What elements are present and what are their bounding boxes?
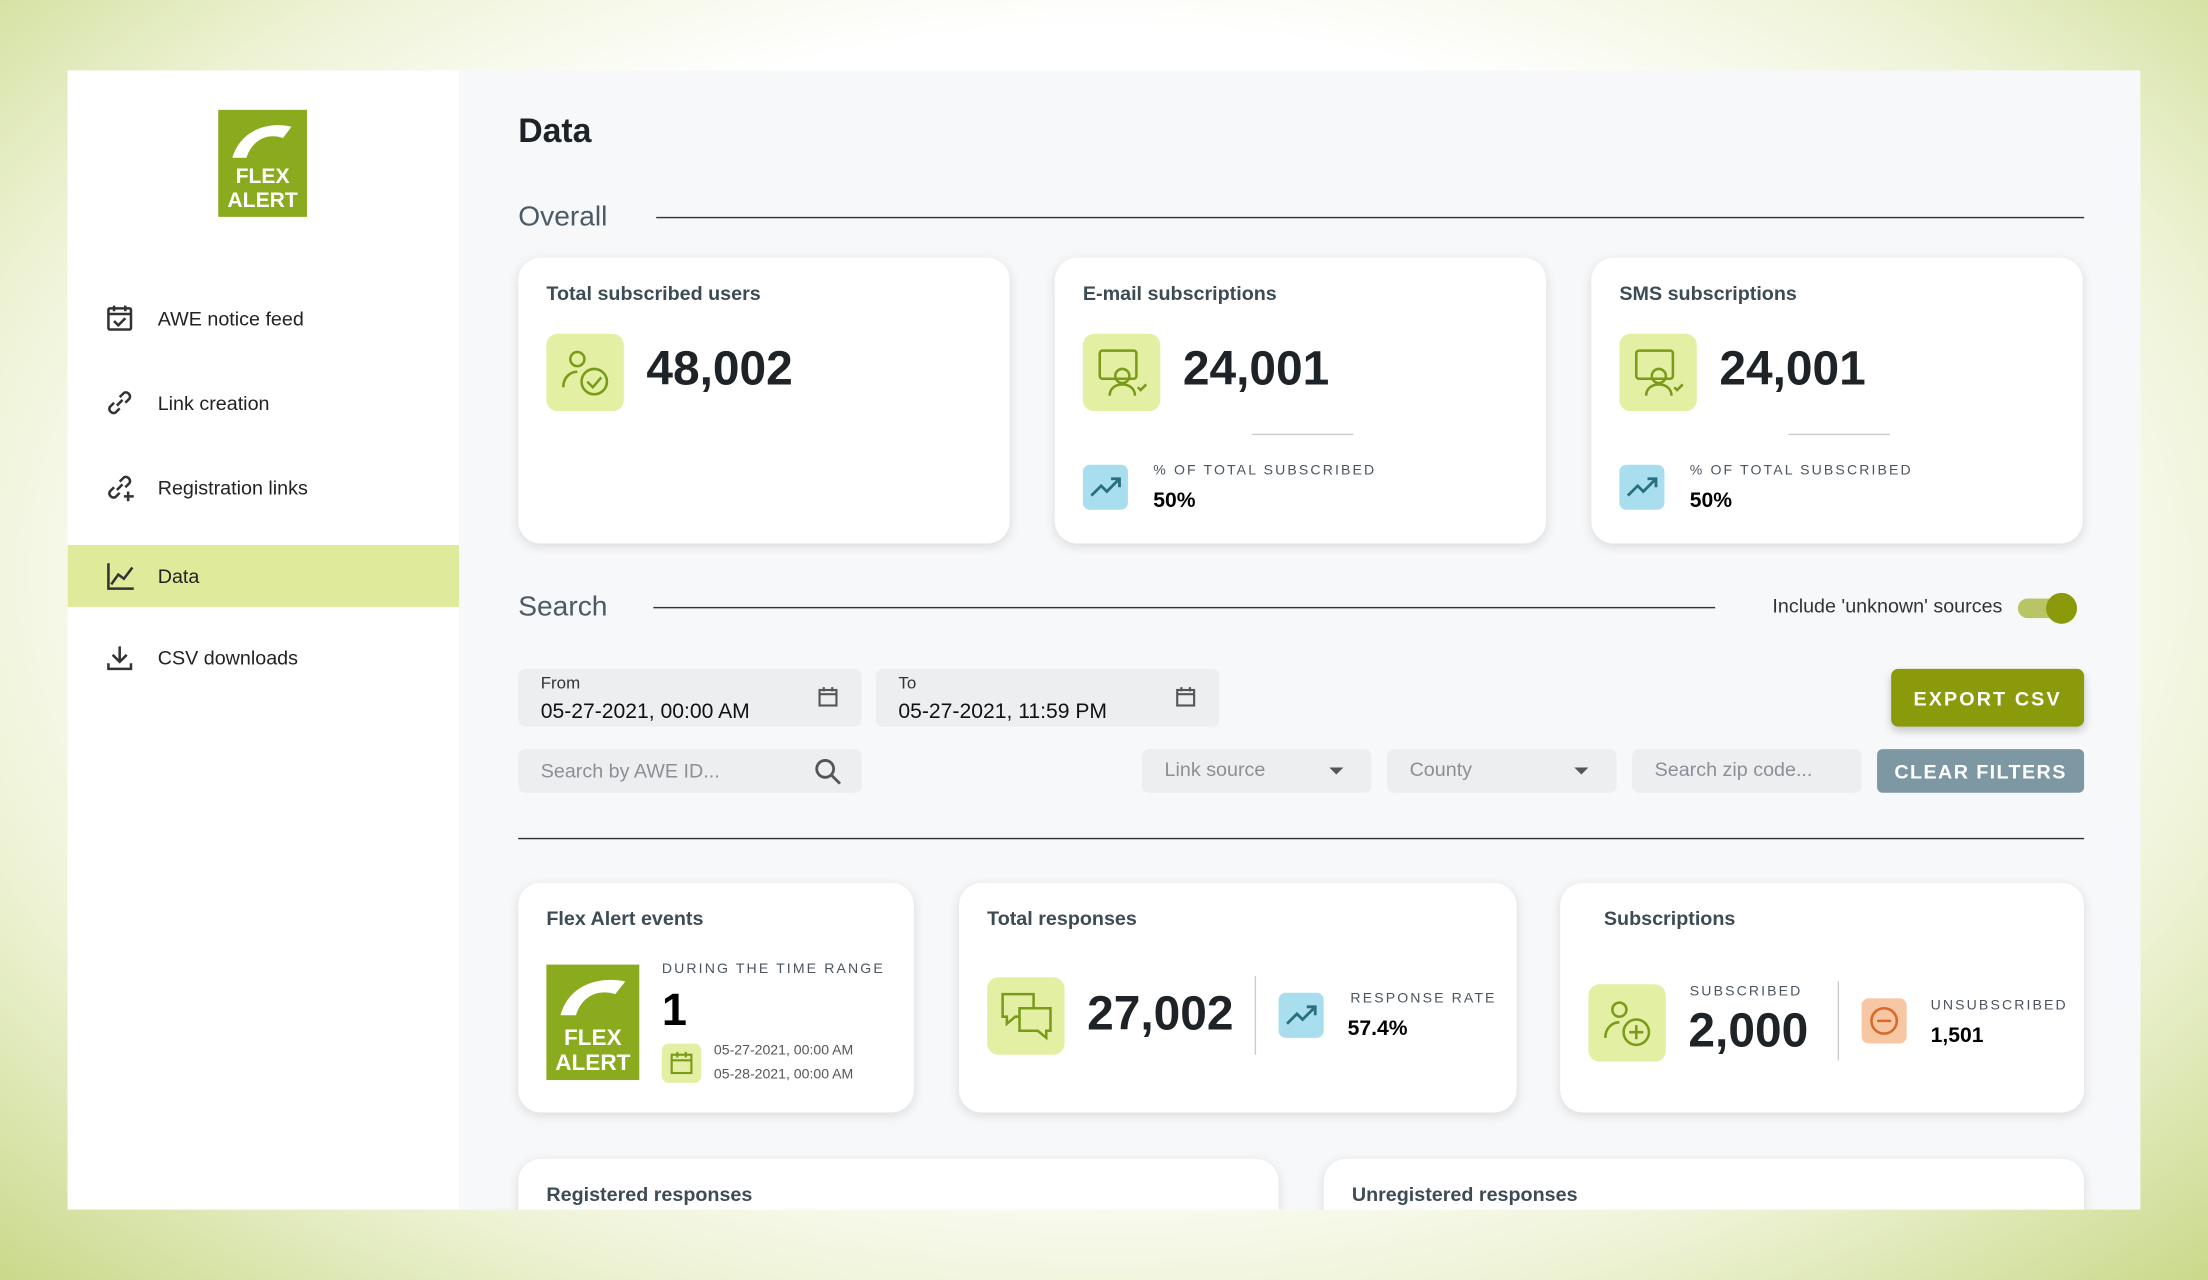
logo-line2: ALERT — [555, 1051, 631, 1076]
sub-label: SUBSCRIBED — [1689, 984, 1803, 1000]
range-start: 05-27-2021, 00:00 AM — [713, 1043, 854, 1059]
zip-field[interactable]: Search zip code... — [1632, 749, 1862, 793]
nav-label: Link creation — [157, 391, 270, 414]
caret — [1574, 767, 1589, 775]
registered-card: Registered responses — [518, 1158, 1279, 1210]
unregistered-card: Unregistered responses — [1323, 1158, 2085, 1210]
calendar-icon — [818, 687, 838, 707]
separator — [1837, 981, 1840, 1061]
stat-card: E-mail subscriptions 24,001 % OF TOTAL S… — [1054, 257, 1547, 544]
icon — [987, 977, 1065, 1055]
stat-value: 27,002 — [1087, 987, 1234, 1041]
export-button[interactable]: EXPORT CSV — [1891, 668, 2085, 727]
search-icon — [815, 758, 841, 785]
card-title: Registered responses — [546, 1182, 753, 1206]
responses-card: Total responses 27,002 RESPONSE RATE 57.… — [958, 882, 1517, 1113]
sidebar: FLEX ALERT AWE notice feed Link creation… — [67, 70, 460, 1210]
nav-item[interactable]: Link creation — [68, 372, 459, 434]
icon — [1588, 984, 1666, 1062]
section-heading: Search — [518, 591, 608, 623]
trend-icon — [1619, 464, 1665, 510]
app: FLEX ALERT AWE notice feed Link creation… — [67, 70, 2141, 1210]
sub-label: RESPONSE RATE — [1350, 991, 1497, 1007]
event-count: 1 — [661, 984, 687, 1035]
toggle[interactable] — [2017, 592, 2078, 624]
stat-value: 24,001 — [1719, 342, 1866, 396]
nav-label: Data — [157, 564, 200, 588]
separator — [1251, 433, 1354, 436]
calendar-icon — [661, 1043, 702, 1083]
search-field[interactable]: Search by AWE ID... — [518, 749, 862, 793]
stat-value: 2,000 — [1688, 1004, 1809, 1058]
placeholder: Search zip code... — [1654, 757, 1813, 781]
sub-value: 50% — [1153, 488, 1196, 513]
sub-value: 57.4% — [1347, 1016, 1408, 1041]
separator — [1788, 433, 1890, 436]
nav-item-active[interactable]: Data — [67, 544, 460, 607]
field-value: 05-27-2021, 11:59 PM — [898, 699, 1108, 724]
select[interactable]: Link source — [1142, 749, 1372, 793]
nav-item[interactable]: AWE notice feed — [68, 287, 459, 349]
events-card: Flex Alert events FLEX ALERT DURING THE … — [518, 882, 914, 1113]
field-label: From — [540, 673, 581, 693]
sub-value: 1,501 — [1930, 1023, 1984, 1048]
select[interactable]: County — [1387, 749, 1617, 793]
divider — [653, 606, 1716, 609]
nav-label: CSV downloads — [157, 646, 299, 669]
sub-value: 50% — [1689, 488, 1733, 513]
card-title: Flex Alert events — [546, 906, 704, 930]
card-title: E-mail subscriptions — [1082, 281, 1277, 305]
card-title: Unregistered responses — [1351, 1182, 1578, 1206]
logo-mark — [232, 125, 292, 158]
logo-line2: ALERT — [227, 188, 298, 213]
divider — [518, 837, 2085, 840]
card-title: SMS subscriptions — [1619, 281, 1797, 305]
logo-line1: FLEX — [564, 1026, 622, 1051]
logo: FLEX ALERT — [218, 109, 307, 217]
clear-button[interactable]: CLEAR FILTERS — [1877, 749, 2085, 793]
date-field[interactable]: To 05-27-2021, 11:59 PM — [875, 668, 1220, 727]
placeholder: Search by AWE ID... — [540, 758, 720, 782]
section-heading: Overall — [518, 201, 608, 233]
date-field[interactable]: From 05-27-2021, 00:00 AM — [518, 668, 862, 727]
logo: FLEX ALERT — [546, 964, 640, 1081]
stat-card: Total subscribed users 48,002 — [518, 257, 1010, 544]
card-title: Total responses — [987, 906, 1137, 930]
nav-item[interactable]: Registration links — [68, 456, 459, 518]
range-end: 05-28-2021, 00:00 AM — [713, 1067, 854, 1083]
card-title: Total subscribed users — [546, 281, 761, 305]
icon — [1619, 333, 1697, 412]
page-title: Data — [518, 112, 592, 151]
sub-label: UNSUBSCRIBED — [1930, 998, 2068, 1014]
trend-icon — [1082, 464, 1128, 510]
card-title: Subscriptions — [1603, 906, 1736, 930]
stat-value: 24,001 — [1182, 342, 1330, 396]
trend-icon — [1278, 992, 1324, 1038]
range-label: DURING THE TIME RANGE — [661, 961, 885, 978]
sub-label: % OF TOTAL SUBSCRIBED — [1689, 463, 1913, 479]
nav-item[interactable]: CSV downloads — [68, 627, 459, 689]
subscriptions-card: Subscriptions SUBSCRIBED 2,000 UNSUBSCRI… — [1560, 882, 2085, 1113]
minus-icon — [1861, 998, 1907, 1044]
nav-label: Registration links — [157, 475, 308, 499]
icon — [1082, 333, 1161, 412]
icon — [546, 333, 624, 412]
caret — [1329, 767, 1344, 775]
stat-value: 48,002 — [646, 342, 793, 396]
select-label: County — [1409, 757, 1473, 781]
select-label: Link source — [1164, 757, 1266, 781]
toggle-label: Include 'unknown' sources — [1772, 594, 2003, 617]
nav-label: AWE notice feed — [157, 306, 304, 330]
divider — [656, 216, 2085, 219]
stat-card: SMS subscriptions 24,001 % OF TOTAL SUBS… — [1591, 257, 2083, 544]
separator — [1254, 975, 1257, 1055]
field-value: 05-27-2021, 00:00 AM — [540, 699, 750, 724]
logo-line1: FLEX — [235, 164, 290, 189]
calendar-icon — [1176, 687, 1196, 707]
sub-label: % OF TOTAL SUBSCRIBED — [1153, 463, 1377, 479]
field-label: To — [898, 673, 917, 693]
